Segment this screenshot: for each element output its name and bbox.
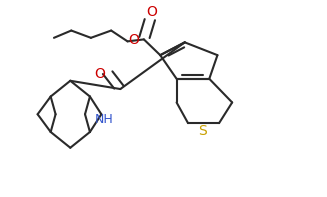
Text: O: O [146, 5, 157, 19]
Text: O: O [128, 33, 139, 47]
Text: S: S [198, 124, 206, 138]
Text: O: O [94, 67, 105, 81]
Text: NH: NH [95, 113, 113, 126]
